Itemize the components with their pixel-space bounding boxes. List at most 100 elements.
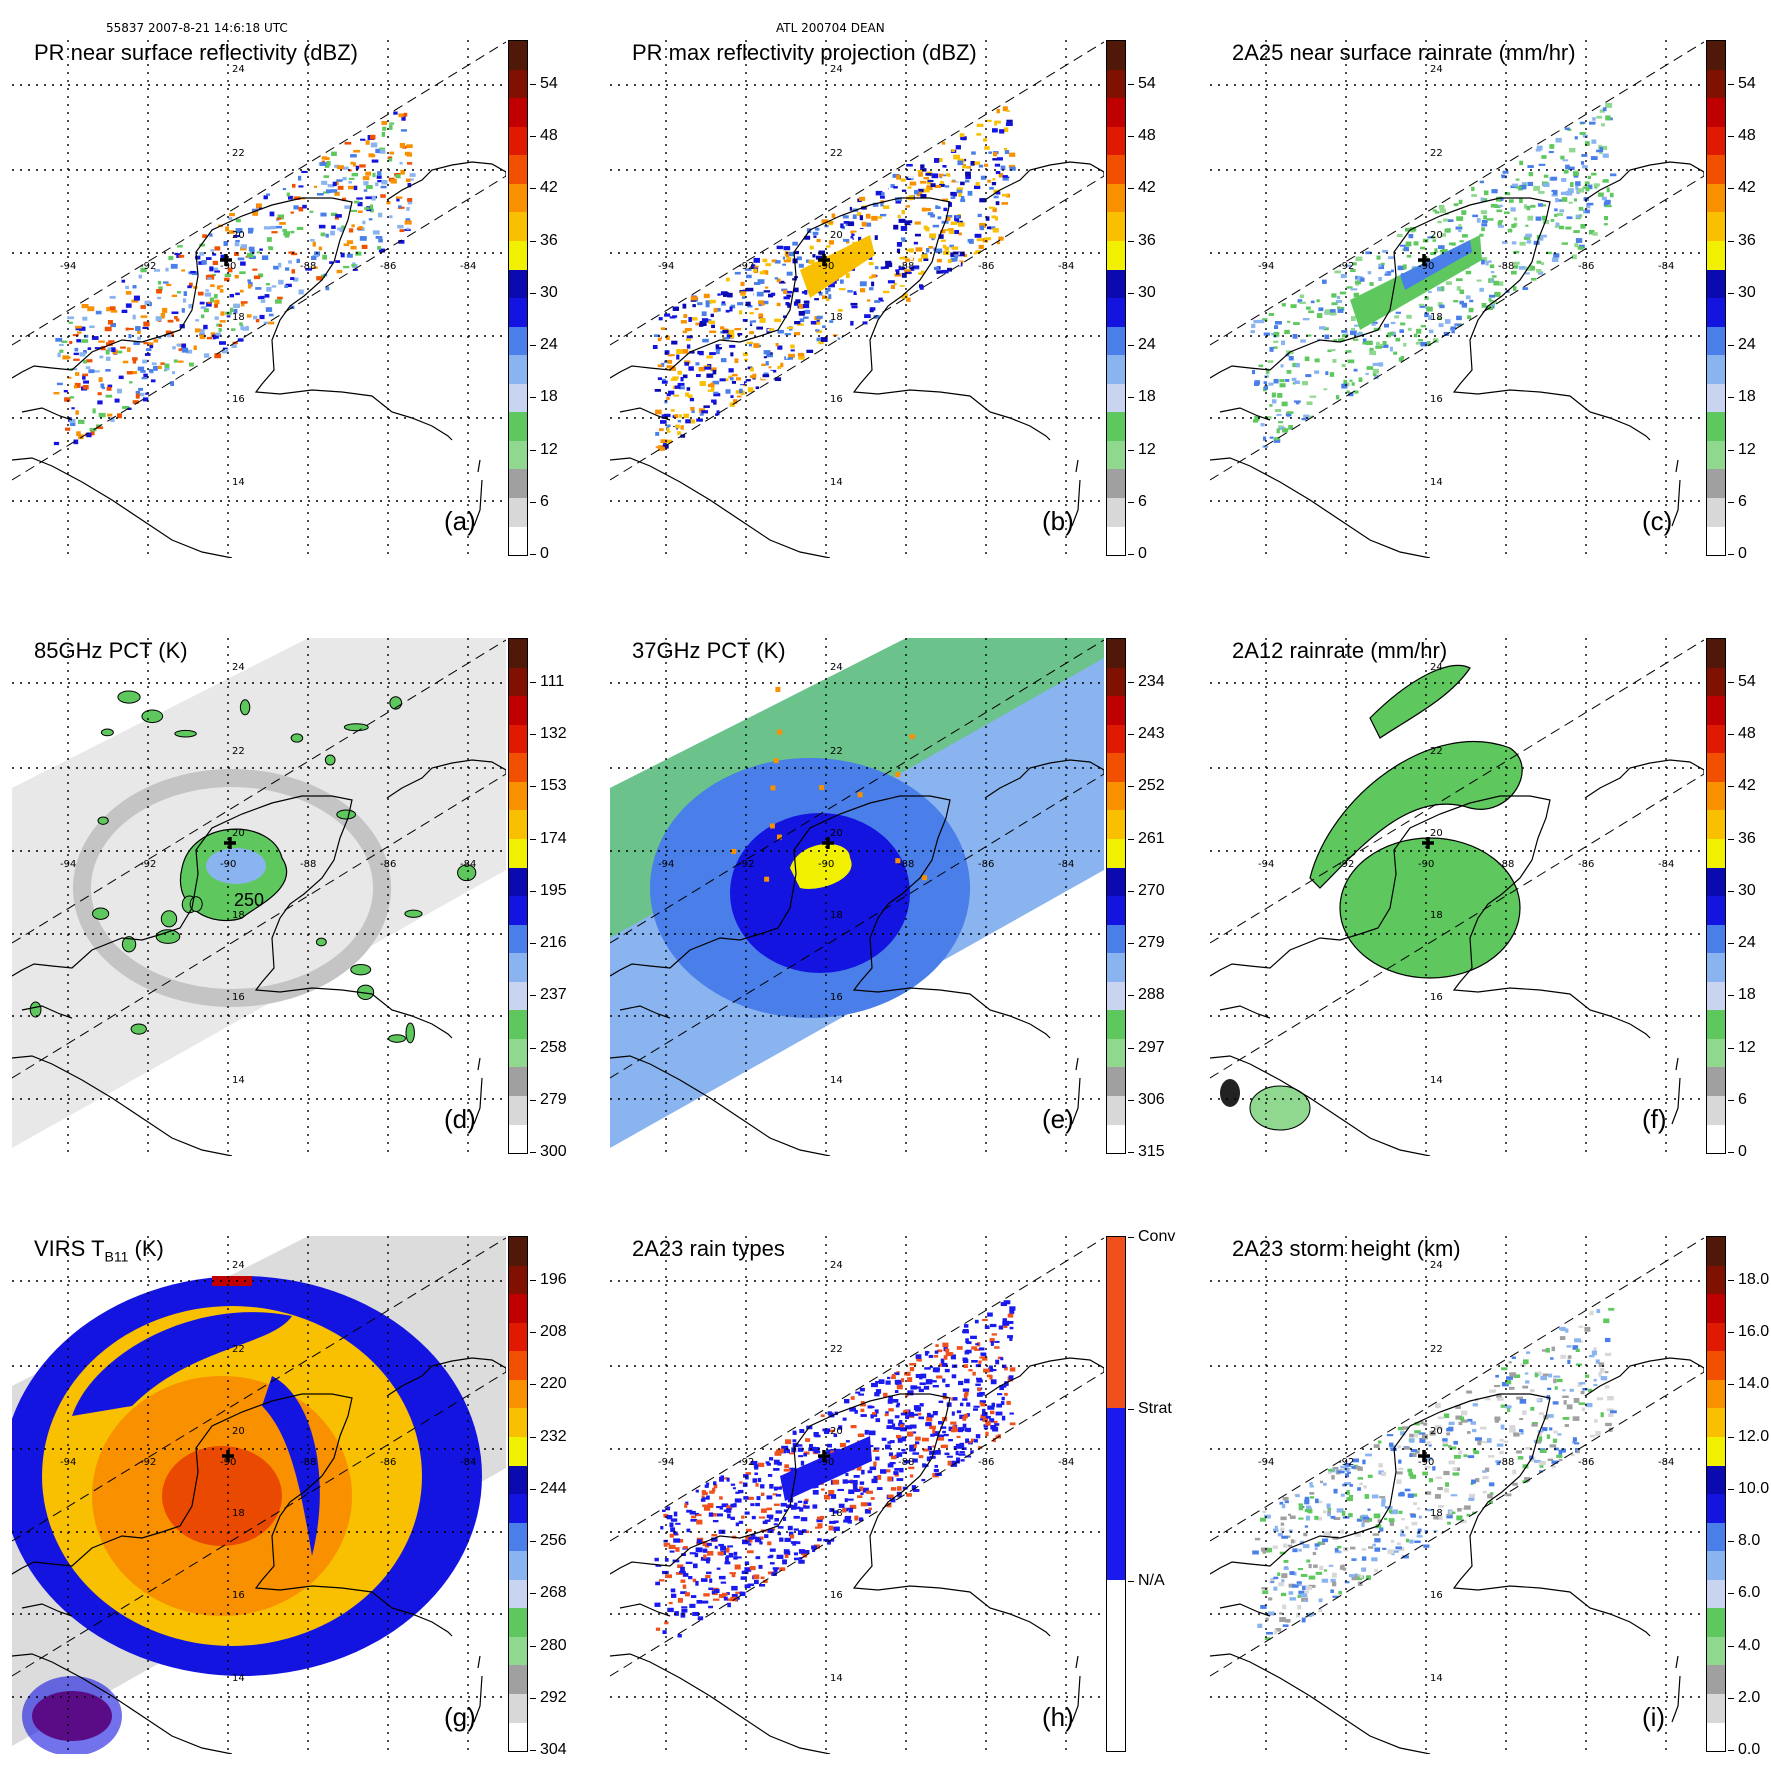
data-pixel — [87, 306, 95, 312]
data-pixel — [1401, 1518, 1405, 1521]
data-pixel — [702, 1600, 709, 1604]
data-pixel — [755, 1536, 760, 1540]
data-pixel — [1556, 1378, 1563, 1383]
data-pixel — [998, 1325, 1004, 1330]
data-pixel — [157, 280, 162, 285]
data-pixel — [270, 225, 276, 230]
coastline — [610, 795, 1051, 1039]
data-pixel — [1277, 1572, 1281, 1576]
data-pixel — [945, 215, 953, 218]
data-pixel — [1473, 1450, 1480, 1455]
colorbar-tick: 300 — [530, 1143, 567, 1160]
convective-cell — [97, 816, 109, 825]
data-pixel — [1480, 197, 1485, 202]
data-pixel — [880, 1469, 886, 1473]
data-pixel — [1507, 1407, 1511, 1412]
data-pixel — [683, 413, 689, 419]
data-pixel — [748, 1537, 754, 1540]
data-pixel — [172, 371, 176, 375]
data-pixel — [849, 1504, 857, 1510]
coastline — [386, 1357, 506, 1397]
lon-label: -94 — [658, 859, 674, 870]
data-pixel — [887, 1441, 892, 1444]
data-pixel — [109, 306, 116, 311]
lat-label: 24 — [232, 1260, 245, 1271]
colorbar-segment — [509, 41, 527, 70]
data-pixel — [1573, 230, 1580, 233]
data-pixel — [758, 1516, 766, 1519]
data-pixel — [850, 235, 854, 240]
data-pixel — [783, 1516, 787, 1521]
colorbar-segment — [509, 1322, 527, 1352]
data-pixel — [996, 157, 1003, 161]
data-pixel — [763, 333, 767, 339]
data-pixel — [768, 1516, 773, 1520]
data-pixel — [946, 238, 954, 243]
colorbar-segment — [1107, 269, 1125, 299]
data-pixel — [783, 246, 791, 251]
data-pixel — [828, 1490, 835, 1495]
data-pixel — [974, 1439, 978, 1443]
data-pixel — [665, 1574, 672, 1579]
data-pixel — [896, 242, 903, 247]
data-pixel — [1566, 1345, 1572, 1348]
data-pixel — [1406, 254, 1412, 258]
data-pixel — [181, 269, 186, 272]
lat-label: 16 — [830, 1590, 843, 1601]
data-pixel — [1484, 1397, 1491, 1401]
data-pixel — [316, 193, 324, 196]
data-pixel — [1390, 321, 1396, 325]
data-pixel — [375, 236, 383, 239]
spiral-band — [72, 1312, 292, 1416]
data-pixel — [312, 254, 320, 258]
data-pixel — [128, 334, 132, 339]
data-pixel — [190, 270, 196, 274]
data-pixel — [290, 230, 295, 234]
data-pixel — [377, 180, 383, 183]
data-pixel — [914, 221, 921, 225]
data-pixel — [1254, 1537, 1261, 1541]
data-pixel — [685, 1592, 690, 1597]
data-pixel — [1269, 436, 1274, 439]
data-pixel — [927, 1446, 932, 1451]
data-pixel — [972, 1371, 976, 1376]
hot-pixel — [895, 858, 901, 864]
data-pixel — [1398, 1467, 1404, 1471]
data-pixel — [1365, 251, 1372, 255]
data-pixel — [406, 152, 413, 157]
panel-title-text: VIRS T — [34, 1236, 105, 1261]
data-pixel — [1609, 1410, 1617, 1414]
data-pixel — [143, 342, 149, 345]
data-pixel — [1342, 1567, 1347, 1571]
convective-cell — [239, 699, 251, 716]
data-pixel — [1573, 1442, 1580, 1445]
data-pixel — [1298, 1590, 1305, 1595]
data-pixel — [1314, 1543, 1320, 1547]
data-pixel — [869, 307, 876, 311]
data-pixel — [714, 1588, 720, 1594]
data-pixel — [198, 261, 205, 265]
data-pixel — [1463, 1454, 1468, 1458]
panel-title-units: (K) — [128, 1236, 164, 1261]
data-pixel — [73, 385, 78, 389]
colorbar-segment — [1707, 1436, 1725, 1466]
data-pixel — [1309, 1485, 1314, 1488]
data-pixel — [816, 238, 821, 243]
data-pixel — [722, 329, 729, 334]
data-pixel — [1400, 322, 1406, 326]
data-pixel — [1374, 374, 1379, 380]
colorbar-tick: 18.0 — [1727, 1271, 1770, 1288]
data-pixel — [939, 273, 947, 278]
colorbar-segment — [509, 1067, 527, 1096]
data-pixel — [955, 177, 960, 182]
data-pixel — [200, 328, 205, 334]
data-pixel — [932, 1445, 936, 1448]
data-pixel — [965, 1455, 972, 1458]
colorbar-segment — [1707, 1579, 1725, 1609]
data-pixel — [1005, 122, 1013, 126]
data-pixel — [1406, 314, 1412, 319]
data-pixel — [847, 1519, 852, 1524]
data-pixel — [248, 230, 253, 234]
data-pixel — [1281, 1535, 1288, 1539]
data-pixel — [929, 1450, 937, 1455]
